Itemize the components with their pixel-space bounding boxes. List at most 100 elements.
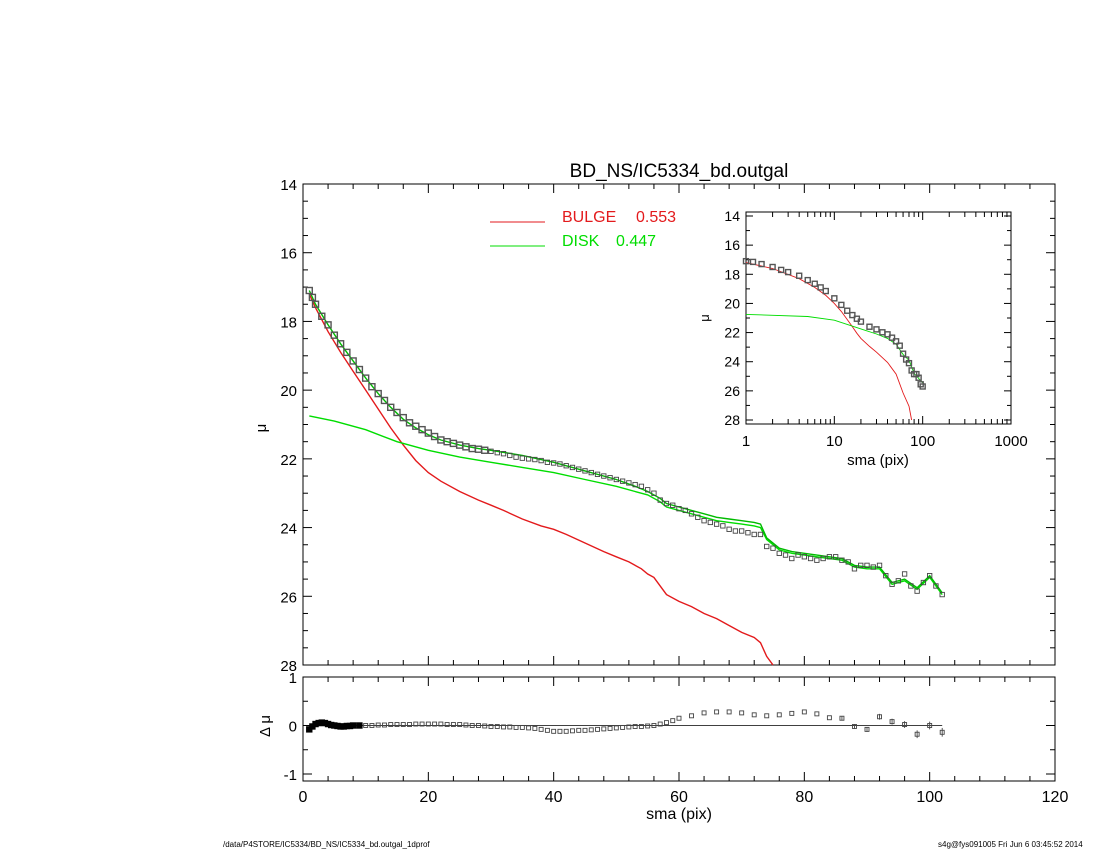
main-y-tick-label: 16 [280,246,297,263]
residual-point [638,724,644,729]
data-point [732,528,739,534]
series-disk-line [309,415,943,596]
main-series-group [305,286,945,666]
main-y-tick-label: 22 [280,452,297,469]
residual-point [676,715,682,721]
residual-point [889,719,895,725]
residual-point [814,711,820,717]
inset-data-point [899,350,907,357]
inset-data-point [742,257,750,265]
data-point [745,530,751,536]
data-point [870,564,876,570]
residual-point [444,722,450,727]
data-point [569,464,576,471]
residual-point [438,721,444,727]
legend: BULGE 0.553 DISK 0.447 [490,209,676,250]
data-point [695,514,701,520]
inset-data-point [905,359,913,367]
residual-point [382,722,387,728]
data-point [638,483,645,489]
residual-point [413,721,419,727]
footer-timestamp: s4g@fys091005 Fri Jun 6 03:45:52 2014 [938,840,1083,849]
legend-disk-label: DISK [562,233,600,250]
inset-data-point [831,295,838,302]
residual-point [789,710,795,716]
data-point [739,528,745,534]
inset-data-point [822,287,829,295]
inset-data-point [896,342,903,349]
residual-point [349,722,357,729]
data-point [399,413,407,422]
data-point [324,321,332,329]
inset-y-tick-label: 14 [724,208,740,224]
data-point [908,583,914,589]
data-point [374,389,382,398]
data-point [845,559,851,565]
data-point [707,519,713,526]
main-y-axis-label: μ [253,424,270,433]
inset-data-point [817,284,824,291]
data-point [513,454,519,460]
data-point [820,555,826,562]
residual-point [507,724,513,730]
residual-point [776,712,782,718]
residual-point [570,728,575,734]
residual-point [632,724,638,729]
inset-data-point [795,272,803,279]
residual-point [801,709,807,715]
data-point [839,557,845,563]
data-point [939,591,945,598]
data-point [789,555,795,562]
residual-point [651,723,657,728]
data-point [751,531,757,538]
data-point [927,573,933,579]
residual-point [726,709,732,715]
residual-point [457,722,463,727]
residual-y-tick-label: -1 [284,767,297,784]
residual-point [400,722,406,727]
residual-point [363,723,369,728]
data-point [494,450,500,456]
inset-data-point [844,307,851,314]
x-tick-label: 120 [1042,789,1069,806]
inset-y-tick-label: 20 [724,295,740,311]
data-point [914,588,920,594]
residual-point [664,720,669,726]
inset-y-tick-label: 26 [724,383,740,399]
inset-data-point [804,276,811,284]
data-point [645,487,651,493]
data-point [688,511,695,517]
residual-point [513,724,519,730]
inset-data-point [769,263,776,271]
chart-title: BD_NS/IC5334_bd.outgal [570,161,789,182]
data-point [801,554,807,560]
data-point [889,581,895,587]
data-point [576,466,582,472]
inset-y-tick-label: 22 [724,325,740,341]
data-point [670,502,676,508]
residual-point [852,724,857,729]
residual-point [432,721,438,727]
main-y-tick-label: 26 [280,589,297,606]
x-tick-label: 80 [795,789,813,806]
data-point [336,340,345,348]
inset-plot-frame [745,211,1012,425]
residual-point [839,715,845,721]
inset-series-disk-line [745,313,924,384]
data-point [582,468,588,474]
data-point [481,446,489,454]
inset-data-point [873,326,880,333]
data-point [538,457,544,464]
inset-data-point [784,268,792,276]
inset-y-axis-label: μ [697,314,712,322]
data-point [663,500,670,507]
data-point [387,403,395,412]
residual-point [538,726,544,732]
inset-x-axis-label: sma (pix) [847,452,909,469]
inset-data-point [849,311,856,319]
data-point [876,562,883,569]
residual-point [407,722,412,727]
data-point [519,455,525,461]
residual-point [607,725,613,731]
